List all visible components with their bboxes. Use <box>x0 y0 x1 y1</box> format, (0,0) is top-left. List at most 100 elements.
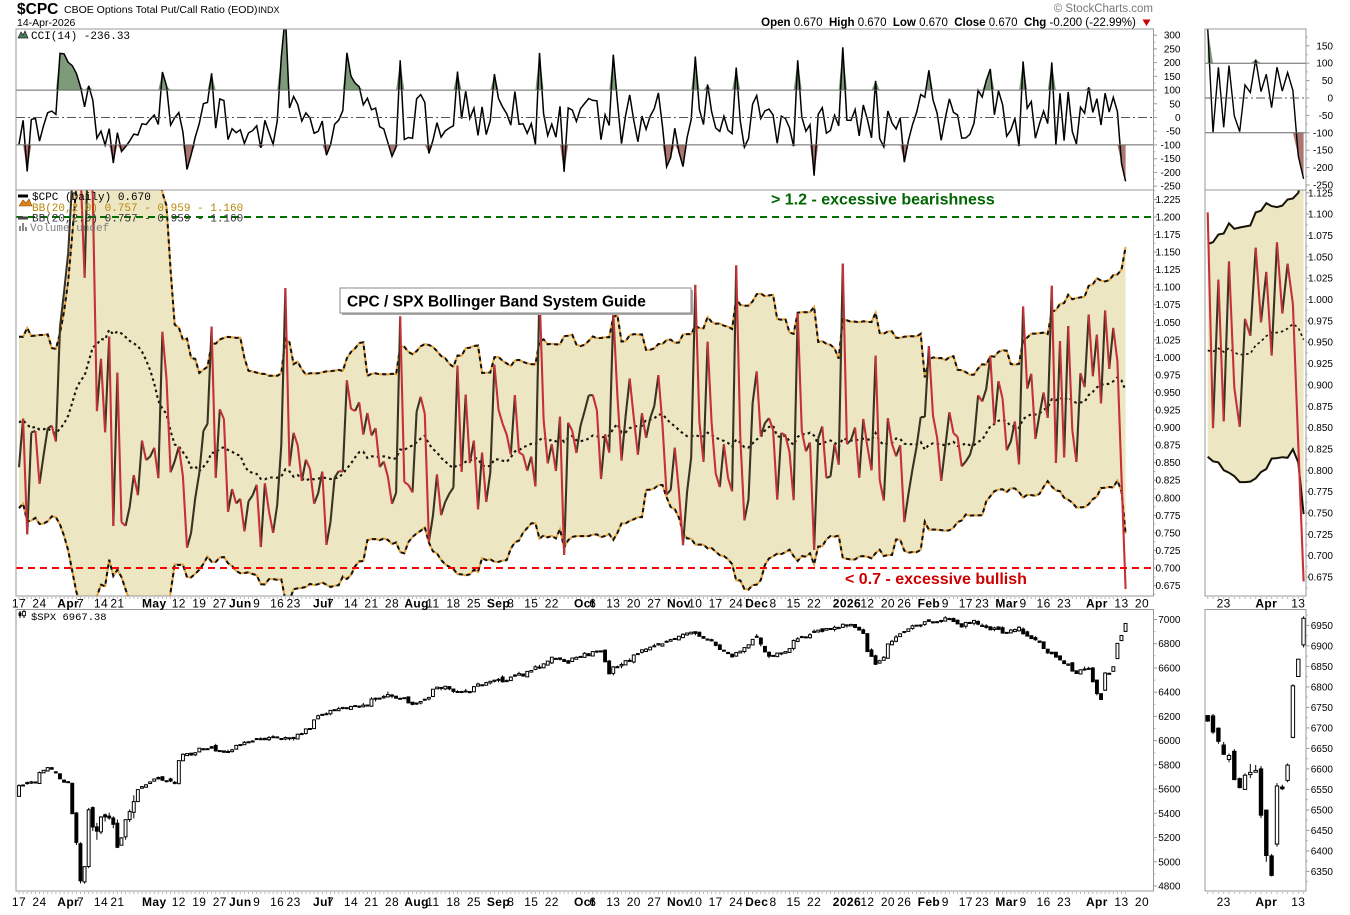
svg-text:21: 21 <box>364 597 378 611</box>
svg-text:5400: 5400 <box>1158 809 1181 820</box>
svg-text:1.125: 1.125 <box>1155 265 1180 276</box>
svg-text:CPC / SPX Bollinger Band Syste: CPC / SPX Bollinger Band System Guide <box>347 294 646 311</box>
svg-text:Nov: Nov <box>667 597 691 611</box>
svg-text:0.850: 0.850 <box>1308 423 1333 434</box>
svg-text:100: 100 <box>1164 86 1181 97</box>
svg-text:0: 0 <box>1175 113 1181 124</box>
svg-text:13: 13 <box>1114 597 1128 611</box>
svg-text:Apr: Apr <box>1255 597 1277 611</box>
svg-text:0.675: 0.675 <box>1308 573 1333 584</box>
svg-text:Dec: Dec <box>745 597 768 611</box>
svg-text:6600: 6600 <box>1158 664 1181 675</box>
svg-text:6600: 6600 <box>1311 764 1334 775</box>
svg-text:-50: -50 <box>1166 127 1181 138</box>
svg-text:9: 9 <box>942 895 949 909</box>
svg-text:Apr: Apr <box>57 895 79 909</box>
svg-text:5600: 5600 <box>1158 785 1181 796</box>
svg-text:20: 20 <box>627 895 641 909</box>
svg-text:0.725: 0.725 <box>1155 546 1180 557</box>
svg-text:13: 13 <box>606 597 620 611</box>
svg-text:-200: -200 <box>1313 163 1333 174</box>
svg-text:16: 16 <box>270 895 284 909</box>
svg-text:4800: 4800 <box>1158 882 1181 893</box>
svg-text:13: 13 <box>1291 895 1305 909</box>
svg-text:6950: 6950 <box>1311 621 1334 632</box>
svg-text:0.750: 0.750 <box>1308 509 1333 520</box>
svg-text:23: 23 <box>1057 597 1071 611</box>
svg-text:1.000: 1.000 <box>1155 353 1180 364</box>
svg-text:150: 150 <box>1316 41 1333 52</box>
svg-text:15: 15 <box>787 895 801 909</box>
svg-text:27: 27 <box>647 895 661 909</box>
svg-text:2026: 2026 <box>833 597 861 611</box>
svg-text:Nov: Nov <box>667 895 691 909</box>
svg-text:0.725: 0.725 <box>1308 530 1333 541</box>
svg-text:-150: -150 <box>1313 146 1333 157</box>
svg-text:300: 300 <box>1164 31 1181 42</box>
svg-text:-50: -50 <box>1319 111 1334 122</box>
svg-text:May: May <box>142 597 167 611</box>
svg-text:1.075: 1.075 <box>1308 231 1333 242</box>
svg-text:CCI(14) -236.33: CCI(14) -236.33 <box>31 31 130 43</box>
svg-text:0.850: 0.850 <box>1155 458 1180 469</box>
svg-text:6550: 6550 <box>1311 785 1334 796</box>
svg-text:0.975: 0.975 <box>1308 316 1333 327</box>
svg-text:1.175: 1.175 <box>1155 230 1180 241</box>
svg-text:Feb: Feb <box>918 597 941 611</box>
svg-text:$CPC (Daily) 0.670: $CPC (Daily) 0.670 <box>32 192 151 204</box>
svg-text:1.150: 1.150 <box>1155 248 1180 259</box>
svg-text:Dec: Dec <box>745 895 768 909</box>
svg-text:15: 15 <box>524 597 538 611</box>
svg-text:10: 10 <box>688 597 702 611</box>
svg-text:0.775: 0.775 <box>1155 511 1180 522</box>
svg-text:14-Apr-2026: 14-Apr-2026 <box>17 17 76 29</box>
svg-text:250: 250 <box>1164 44 1181 55</box>
svg-text:6900: 6900 <box>1311 641 1334 652</box>
svg-text:22: 22 <box>807 895 821 909</box>
svg-text:24: 24 <box>729 597 743 611</box>
svg-text:21: 21 <box>110 597 124 611</box>
svg-text:Jul: Jul <box>313 597 332 611</box>
svg-text:22: 22 <box>545 895 559 909</box>
svg-text:9: 9 <box>253 895 260 909</box>
svg-text:6800: 6800 <box>1158 639 1181 650</box>
svg-text:> 1.2 - excessive bearishness: > 1.2 - excessive bearishness <box>771 192 995 209</box>
svg-text:18: 18 <box>446 895 460 909</box>
svg-text:27: 27 <box>213 597 227 611</box>
svg-text:6200: 6200 <box>1158 712 1181 723</box>
svg-text:11: 11 <box>426 895 439 909</box>
svg-text:12: 12 <box>860 597 874 611</box>
svg-text:23: 23 <box>975 597 989 611</box>
svg-text:Sep: Sep <box>487 597 510 611</box>
svg-text:0.825: 0.825 <box>1155 476 1180 487</box>
svg-text:6500: 6500 <box>1311 805 1334 816</box>
svg-text:0.750: 0.750 <box>1155 528 1180 539</box>
svg-text:17: 17 <box>709 597 723 611</box>
svg-text:INDX: INDX <box>258 5 280 15</box>
svg-text:1.025: 1.025 <box>1155 335 1180 346</box>
svg-text:0.925: 0.925 <box>1308 359 1333 370</box>
svg-text:6400: 6400 <box>1311 846 1334 857</box>
svg-text:6400: 6400 <box>1158 688 1181 699</box>
svg-text:Apr: Apr <box>57 597 79 611</box>
svg-text:-100: -100 <box>1160 140 1180 151</box>
svg-text:5200: 5200 <box>1158 833 1181 844</box>
svg-text:16: 16 <box>1037 895 1051 909</box>
svg-text:50: 50 <box>1169 99 1181 110</box>
svg-text:0.700: 0.700 <box>1155 564 1180 575</box>
svg-text:5800: 5800 <box>1158 760 1181 771</box>
svg-text:17: 17 <box>12 895 26 909</box>
svg-text:100: 100 <box>1316 59 1333 70</box>
svg-text:6450: 6450 <box>1311 826 1334 837</box>
svg-text:0.900: 0.900 <box>1155 423 1180 434</box>
svg-text:0.800: 0.800 <box>1308 466 1333 477</box>
svg-text:13: 13 <box>1114 895 1128 909</box>
svg-text:6700: 6700 <box>1311 723 1334 734</box>
svg-text:0.825: 0.825 <box>1308 445 1333 456</box>
svg-text:19: 19 <box>192 597 206 611</box>
svg-text:22: 22 <box>807 597 821 611</box>
svg-text:50: 50 <box>1322 76 1334 87</box>
svg-text:7: 7 <box>327 597 334 611</box>
svg-text:0.925: 0.925 <box>1155 406 1180 417</box>
svg-text:20: 20 <box>881 895 895 909</box>
